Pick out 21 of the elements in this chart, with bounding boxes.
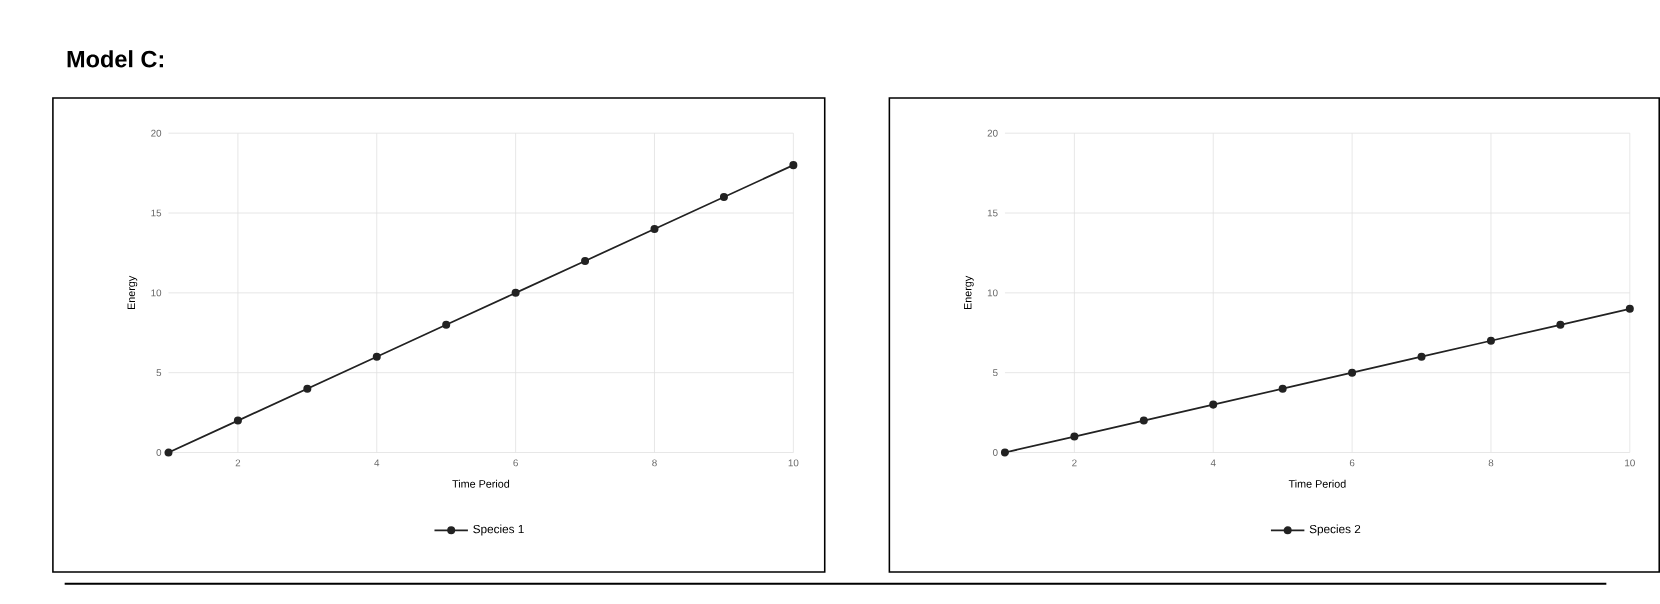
point <box>789 161 798 170</box>
point <box>1209 400 1218 409</box>
point <box>233 416 242 425</box>
point <box>303 384 312 393</box>
point <box>1625 305 1634 314</box>
point <box>1486 337 1495 346</box>
point <box>1278 384 1287 393</box>
point <box>442 321 451 330</box>
point <box>1556 321 1565 330</box>
point <box>1417 353 1426 362</box>
point <box>650 225 659 234</box>
chart-title: Model C: <box>67 50 163 68</box>
point <box>1070 432 1079 441</box>
point <box>372 353 381 362</box>
point <box>1139 416 1148 425</box>
point <box>511 289 520 298</box>
point <box>581 257 590 266</box>
point <box>719 193 728 202</box>
point <box>1000 448 1009 457</box>
point <box>1348 368 1357 378</box>
point <box>164 448 173 457</box>
